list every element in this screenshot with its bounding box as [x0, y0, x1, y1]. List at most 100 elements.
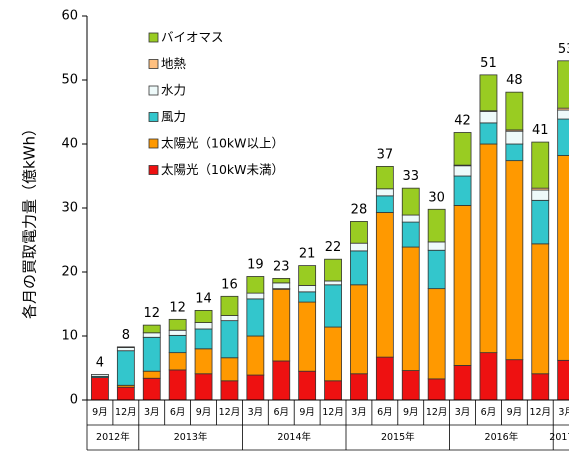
bar-stacks — [91, 60, 569, 401]
y-tick-label: 0 — [70, 393, 78, 408]
bar-segment — [557, 155, 569, 361]
bar-segment — [194, 322, 213, 330]
bar-segment — [298, 265, 317, 286]
bar-segment — [220, 380, 239, 401]
y-axis-label: 各月の買取電力量（億kWh） — [21, 121, 39, 319]
x-tick-label: 3月 — [455, 407, 471, 418]
bar-segment — [324, 258, 342, 282]
bar-stack — [116, 346, 135, 401]
x-tick-label: 6月 — [273, 407, 289, 418]
bar-stack — [557, 60, 569, 401]
legend-label: 太陽光（10kW以上） — [161, 136, 284, 151]
bar-segment — [168, 334, 187, 354]
bar-segment — [272, 282, 291, 290]
bar-segment — [531, 243, 550, 375]
bar-segment — [479, 74, 498, 112]
y-tick-label: 50 — [61, 73, 78, 88]
legend-label: バイオマス — [161, 30, 224, 45]
bar-total-label: 41 — [532, 123, 549, 138]
bar-segment — [324, 380, 342, 401]
bar-segment — [453, 165, 472, 177]
x-tick-label: 3月 — [558, 407, 569, 418]
bar-segment — [142, 332, 161, 338]
bar-segment — [401, 221, 420, 248]
bar-segment — [375, 165, 394, 190]
bar-segment — [194, 309, 213, 323]
legend-label: 太陽光（10kW未満） — [161, 162, 284, 177]
bar-segment — [116, 347, 135, 352]
bar-total-label: 28 — [351, 202, 368, 217]
x-tick-label: 9月 — [403, 407, 419, 418]
bar-segment — [375, 188, 394, 197]
bar-segment — [557, 109, 569, 120]
legend-swatch — [148, 32, 159, 43]
bar-segment — [531, 373, 550, 401]
x-tick-label: 9月 — [196, 407, 212, 418]
bar-stack — [246, 276, 265, 401]
bar-segment — [168, 318, 187, 331]
bar-segment — [557, 359, 569, 401]
bar-segment — [142, 336, 161, 372]
legend-swatch — [148, 85, 159, 96]
bar-segment — [116, 350, 135, 386]
bar-segment — [324, 280, 342, 286]
x-tick-label: 3月 — [144, 407, 160, 418]
bar-segment — [220, 320, 239, 359]
bar-segment — [505, 130, 524, 145]
y-tick-label: 20 — [61, 265, 78, 280]
legend-item: 太陽光（10kW未満） — [148, 162, 284, 177]
x-tick-label: 3月 — [351, 407, 367, 418]
bar-segment — [427, 249, 446, 290]
year-label: 2017年 — [549, 431, 569, 443]
bar-segment — [557, 60, 569, 109]
bar-segment — [401, 246, 420, 371]
bar-segment — [479, 143, 498, 354]
bar-total-label: 8 — [122, 328, 130, 343]
bar-segment — [350, 373, 368, 401]
bar-total-label: 37 — [377, 147, 394, 162]
bar-segment — [246, 276, 265, 294]
bar-total-label: 51 — [480, 56, 497, 71]
bar-segment — [168, 352, 187, 371]
bar-segment — [194, 348, 213, 375]
y-tick-label: 10 — [61, 329, 78, 344]
bar-segment — [91, 373, 109, 377]
bar-stack — [168, 318, 187, 401]
bar-segment — [350, 284, 368, 375]
year-label: 2016年 — [485, 431, 519, 443]
bar-segment — [427, 241, 446, 251]
bar-total-label: 48 — [506, 73, 523, 88]
year-label: 2014年 — [277, 431, 311, 443]
bar-segment — [298, 285, 317, 293]
bar-stack — [375, 165, 394, 401]
x-tick-label: 6月 — [377, 407, 393, 418]
y-tick-label: 60 — [61, 9, 78, 24]
bar-segment — [246, 374, 265, 401]
bar-segment — [220, 357, 239, 382]
bar-segment — [246, 298, 265, 337]
bar-stack — [220, 295, 239, 401]
x-tick-label: 3月 — [248, 407, 264, 418]
bar-segment — [479, 352, 498, 401]
x-tick-label: 6月 — [170, 407, 186, 418]
year-label: 2013年 — [174, 431, 208, 443]
bar-stack — [142, 324, 161, 401]
bar-segment — [479, 110, 498, 124]
year-label: 2015年 — [381, 431, 415, 443]
bar-segment — [116, 346, 135, 348]
bar-total-label: 33 — [402, 169, 419, 184]
bar-segment — [453, 365, 472, 401]
legend-item: 風力 — [148, 109, 186, 124]
legend-item: バイオマス — [148, 30, 224, 45]
bar-segment — [375, 195, 394, 213]
bar-segment — [168, 369, 187, 401]
bar-segment — [453, 132, 472, 166]
legend-swatch — [148, 59, 159, 69]
bar-segment — [168, 329, 187, 336]
bar-segment — [220, 295, 239, 316]
x-tick-label: 9月 — [507, 407, 523, 418]
bar-total-label: 16 — [221, 277, 238, 292]
bar-segment — [324, 326, 342, 382]
bar-segment — [116, 386, 135, 401]
